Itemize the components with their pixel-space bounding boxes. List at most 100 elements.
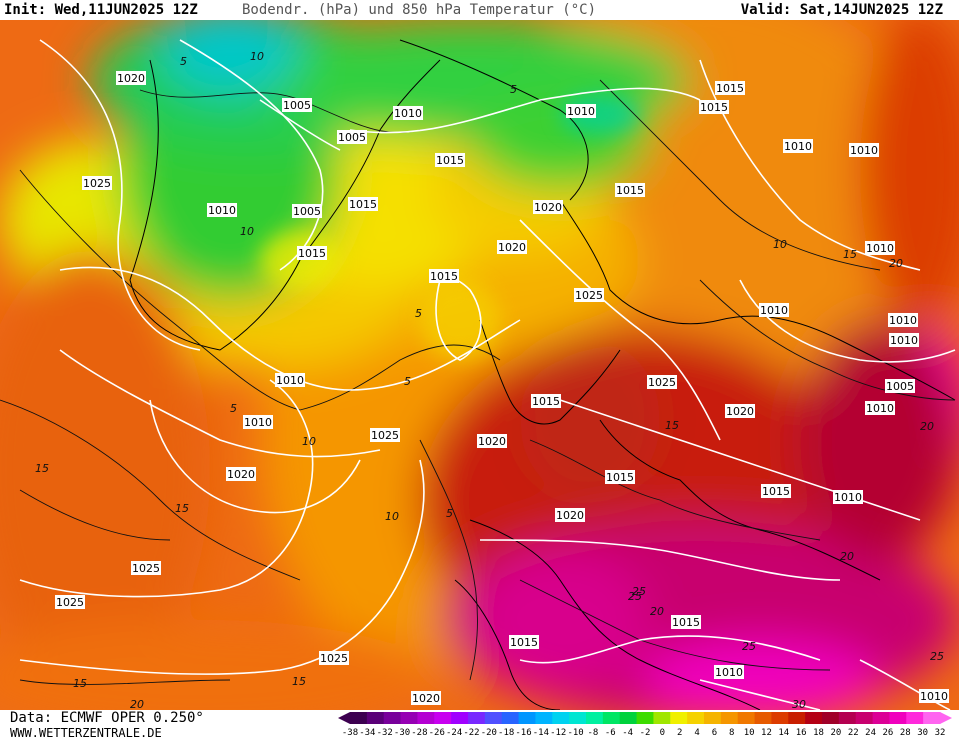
colorbar-segment	[737, 712, 756, 724]
isobar-label: 1015	[605, 470, 635, 484]
colorbar-segment	[400, 712, 418, 724]
colorbar-segment	[417, 712, 435, 724]
colorbar-segment	[434, 712, 452, 724]
colorbar-tick-label: -14	[533, 728, 549, 738]
temperature-contour-label: 15	[73, 677, 87, 690]
colorbar-tick-label: 18	[813, 728, 824, 738]
isobar-label-box	[319, 651, 349, 665]
isobar-label-box	[509, 635, 539, 649]
footer-bar: Data: ECMWF OPER 0.250° WWW.WETTERZENTRA…	[0, 710, 959, 741]
isobar-label: 1025	[574, 288, 604, 302]
isobar-label: 1010	[207, 203, 237, 217]
temperature-contour-label: 20	[840, 550, 854, 563]
colorbar-tick-label: -6	[605, 728, 616, 738]
colorbar-segment	[754, 712, 772, 724]
colorbar-segment	[586, 712, 604, 724]
isobar-label: 1025	[647, 375, 677, 389]
colorbar-left-arrow	[338, 712, 350, 724]
init-time-label: Init: Wed,11JUN2025 12Z	[4, 2, 198, 18]
isobar-label-box	[885, 379, 915, 393]
isobar-label-text: 1010	[850, 144, 878, 157]
isobar-label-text: 1020	[227, 468, 255, 481]
isobar-label: 1010	[889, 333, 919, 347]
isobar-label-text: 1005	[886, 380, 914, 393]
isobar-label: 1020	[411, 691, 441, 705]
isobar-label-box	[55, 595, 85, 609]
isobar-label: 1015	[297, 246, 327, 260]
isobar-label: 1020	[226, 467, 256, 481]
isobar-label: 1005	[885, 379, 915, 393]
temperature-contour-label: 15	[665, 419, 679, 432]
isobar-label: 1015	[348, 197, 378, 211]
website-label: WWW.WETTERZENTRALE.DE	[10, 726, 162, 740]
isobar-label: 1010	[566, 104, 596, 118]
colorbar-segment	[501, 712, 520, 724]
isobar-label-box	[131, 561, 161, 575]
isobar-label-text: 1010	[889, 314, 917, 327]
colorbar-tick-label: -2	[640, 728, 651, 738]
isobar-label-text: 1020	[478, 435, 506, 448]
isobar-label: 1025	[370, 428, 400, 442]
isobar-label: 1010	[783, 139, 813, 153]
colorbar-tick-label: 32	[935, 728, 946, 738]
colorbar-segment	[350, 712, 368, 724]
isobar-label-box	[715, 81, 745, 95]
temperature-contour-label: 25	[930, 650, 944, 663]
isobar-label-text: 1015	[349, 198, 377, 211]
isobar-label-box	[531, 394, 561, 408]
colorbar-segment	[670, 712, 688, 724]
isobar-label-box	[435, 153, 465, 167]
colorbar-tick-label: -30	[394, 728, 410, 738]
isobar-label-box	[370, 428, 400, 442]
isobar-label-box	[82, 176, 112, 190]
isobar-label-text: 1020	[498, 241, 526, 254]
colorbar-tick-label: 20	[830, 728, 841, 738]
isobar-label-text: 1025	[56, 596, 84, 609]
isobar-label-text: 1015	[430, 270, 458, 283]
colorbar-segment	[383, 712, 402, 724]
colorbar-tick-label: -4	[622, 728, 633, 738]
colorbar-tick-label: -32	[377, 728, 393, 738]
temperature-contour-label: 25	[628, 590, 642, 603]
isobar-label-box	[243, 415, 273, 429]
isobar-label-box	[714, 665, 744, 679]
isobar-label-box	[725, 404, 755, 418]
colorbar-segment	[653, 712, 671, 724]
isobar-label-text: 1010	[208, 204, 236, 217]
isobar-label: 1010	[865, 241, 895, 255]
isobar-label-box	[226, 467, 256, 481]
temperature-contour-label: 10	[250, 50, 264, 63]
colorbar-tick-label: -24	[446, 728, 462, 738]
colorbar-tick-label: 22	[848, 728, 859, 738]
isobar-label-box	[348, 197, 378, 211]
isobar-label: 1020	[477, 434, 507, 448]
isobar-label: 1010	[275, 373, 305, 387]
colorbar-segment	[923, 712, 941, 724]
isobar-label-box	[292, 204, 322, 218]
isobar-label: 1020	[725, 404, 755, 418]
colorbar-tick-label: 30	[917, 728, 928, 738]
colorbar-segment	[771, 712, 789, 724]
isobar-label-text: 1010	[567, 105, 595, 118]
isobar-label-text: 1010	[920, 690, 948, 703]
isobar-label-text: 1025	[648, 376, 676, 389]
isobar-label-box	[429, 269, 459, 283]
isobar-label-box	[566, 104, 596, 118]
colorbar-segment	[788, 712, 806, 724]
isobar-label: 1025	[131, 561, 161, 575]
colorbar-tick-label: -10	[567, 728, 583, 738]
colorbar-segment	[889, 712, 907, 724]
isobar-label-text: 1010	[866, 242, 894, 255]
isobar-label: 1020	[533, 200, 563, 214]
colorbar-tick-label: 14	[778, 728, 789, 738]
colorbar-tick-label: 0	[660, 728, 665, 738]
temperature-contours	[0, 79, 956, 685]
isobar-label: 1020	[555, 508, 585, 522]
colorbar-segment	[838, 712, 857, 724]
isobar-label: 1010	[759, 303, 789, 317]
isobar-label: 1010	[714, 665, 744, 679]
header-bar: Init: Wed,11JUN2025 12Z Bodendr. (hPa) u…	[0, 0, 959, 20]
isobar-label: 1010	[849, 143, 879, 157]
colorbar-segment	[872, 712, 890, 724]
